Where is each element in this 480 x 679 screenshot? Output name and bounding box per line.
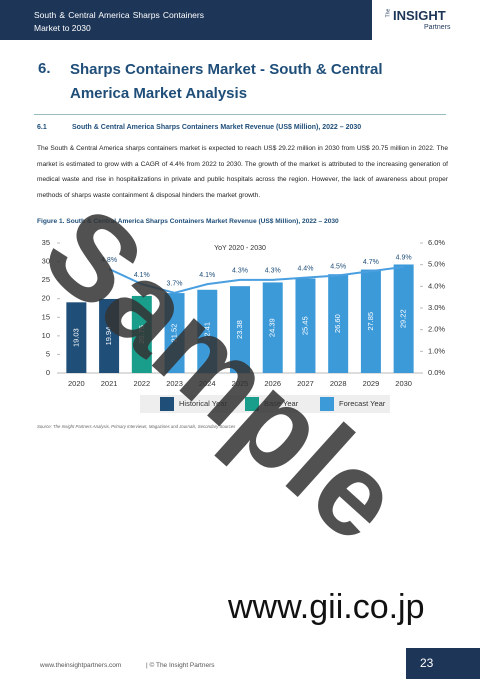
bar: [360, 269, 381, 373]
bar: [99, 298, 120, 373]
chart-title: YoY 2020 - 2030: [214, 245, 266, 252]
figure-caption: Figure 1. South & Central America Sharps…: [37, 218, 339, 225]
y-tick-label: 5: [46, 349, 50, 358]
paragraph: The South & Central America sharps conta…: [37, 145, 448, 199]
page-number: 23: [420, 656, 434, 670]
bar: [66, 302, 87, 373]
bar-value-label: 25.45: [300, 316, 309, 335]
bar-value-label: 23.38: [235, 320, 244, 339]
bar-value-label: 19.03: [71, 328, 80, 347]
x-tick-label: 2030: [395, 379, 412, 388]
growth-line: [108, 265, 404, 294]
bar: [131, 295, 152, 373]
bar-value-label: 24.39: [268, 318, 277, 337]
footer-website: www.theinsightpartners.com: [40, 662, 122, 669]
bar-value-label: 19.94: [104, 327, 113, 346]
y-tick-label: 20: [42, 294, 50, 303]
x-tick-label: 2024: [199, 379, 216, 388]
y-tick-label: 0: [46, 368, 50, 377]
source: Source: The Insight Partners Analysis, P…: [37, 424, 236, 429]
x-tick-label: 2027: [297, 379, 314, 388]
y2-tick-label: 5.0%: [428, 260, 445, 269]
section-title: Sharps Containers Market - South & Centr…: [70, 61, 383, 102]
x-tick-label: 2022: [133, 379, 150, 388]
bar: [328, 274, 349, 373]
x-tick-label: 2026: [264, 379, 281, 388]
x-tick-label: 2029: [363, 379, 380, 388]
line-value-label: 4.5%: [330, 263, 346, 270]
line-value-label: 4.3%: [265, 268, 281, 275]
line-value-label: 4.8%: [101, 257, 117, 264]
subsection-number: 6.1: [37, 124, 47, 131]
bar: [393, 264, 414, 373]
line-value-label: 4.9%: [396, 255, 412, 262]
x-tick-label: 2020: [68, 379, 85, 388]
bar-value-label: 20.75: [137, 325, 146, 344]
watermark-site: www.gii.co.jp: [228, 588, 425, 626]
line-value-label: 4.4%: [297, 266, 313, 273]
y2-tick-label: 4.0%: [428, 281, 445, 290]
logo-partners: Partners: [424, 24, 451, 31]
bar-value-label: 26.60: [333, 314, 342, 333]
logo-insight: INSIGHT: [393, 8, 446, 23]
y2-tick-label: 1.0%: [428, 346, 445, 355]
y-tick-label: 25: [42, 275, 50, 284]
x-tick-label: 2023: [166, 379, 183, 388]
y-tick-label: 30: [42, 257, 50, 266]
chart: YoY 2020 - 2030051015202530350.0%1.0%2.0…: [42, 238, 445, 413]
legend-label: Forecast Year: [339, 399, 386, 408]
logo-the: The: [385, 8, 392, 18]
legend-label: Base Year: [264, 399, 299, 408]
line-value-label: 4.7%: [363, 259, 379, 266]
subsection-title: South & Central America Sharps Container…: [72, 124, 362, 131]
legend-swatch: [245, 397, 259, 411]
footer-copyright: | © The Insight Partners: [146, 662, 215, 669]
bar-value-label: 27.85: [366, 312, 375, 331]
legend-swatch: [160, 397, 174, 411]
y2-tick-label: 6.0%: [428, 238, 445, 247]
x-tick-label: 2025: [232, 379, 249, 388]
legend-label: Historical Year: [179, 399, 227, 408]
line-value-label: 3.7%: [167, 281, 183, 288]
bar: [295, 278, 316, 373]
header-band: [0, 0, 372, 40]
legend-swatch: [320, 397, 334, 411]
bar-value-label: 29.22: [399, 309, 408, 328]
separator: [34, 114, 446, 115]
page-number-box: [406, 648, 480, 679]
bar: [230, 286, 250, 373]
section-number: 6.: [38, 60, 51, 77]
y2-tick-label: 3.0%: [428, 303, 445, 312]
bar: [197, 289, 218, 373]
line-value-label: 4.1%: [199, 272, 215, 279]
y-tick-label: 15: [42, 312, 50, 321]
header-title: South & Central America Sharps Container…: [34, 10, 204, 33]
y2-tick-label: 0.0%: [428, 368, 445, 377]
x-tick-label: 2021: [101, 379, 118, 388]
bar-value-label: 22.41: [202, 322, 211, 341]
bar: [164, 293, 185, 373]
y-tick-label: 35: [42, 238, 50, 247]
line-value-label: 4.1%: [134, 272, 150, 279]
bar: [262, 282, 283, 373]
y-tick-label: 10: [42, 331, 50, 340]
bar-value-label: 21.52: [170, 324, 179, 343]
line-value-label: 4.3%: [232, 268, 248, 275]
y2-tick-label: 2.0%: [428, 325, 445, 334]
x-tick-label: 2028: [330, 379, 347, 388]
